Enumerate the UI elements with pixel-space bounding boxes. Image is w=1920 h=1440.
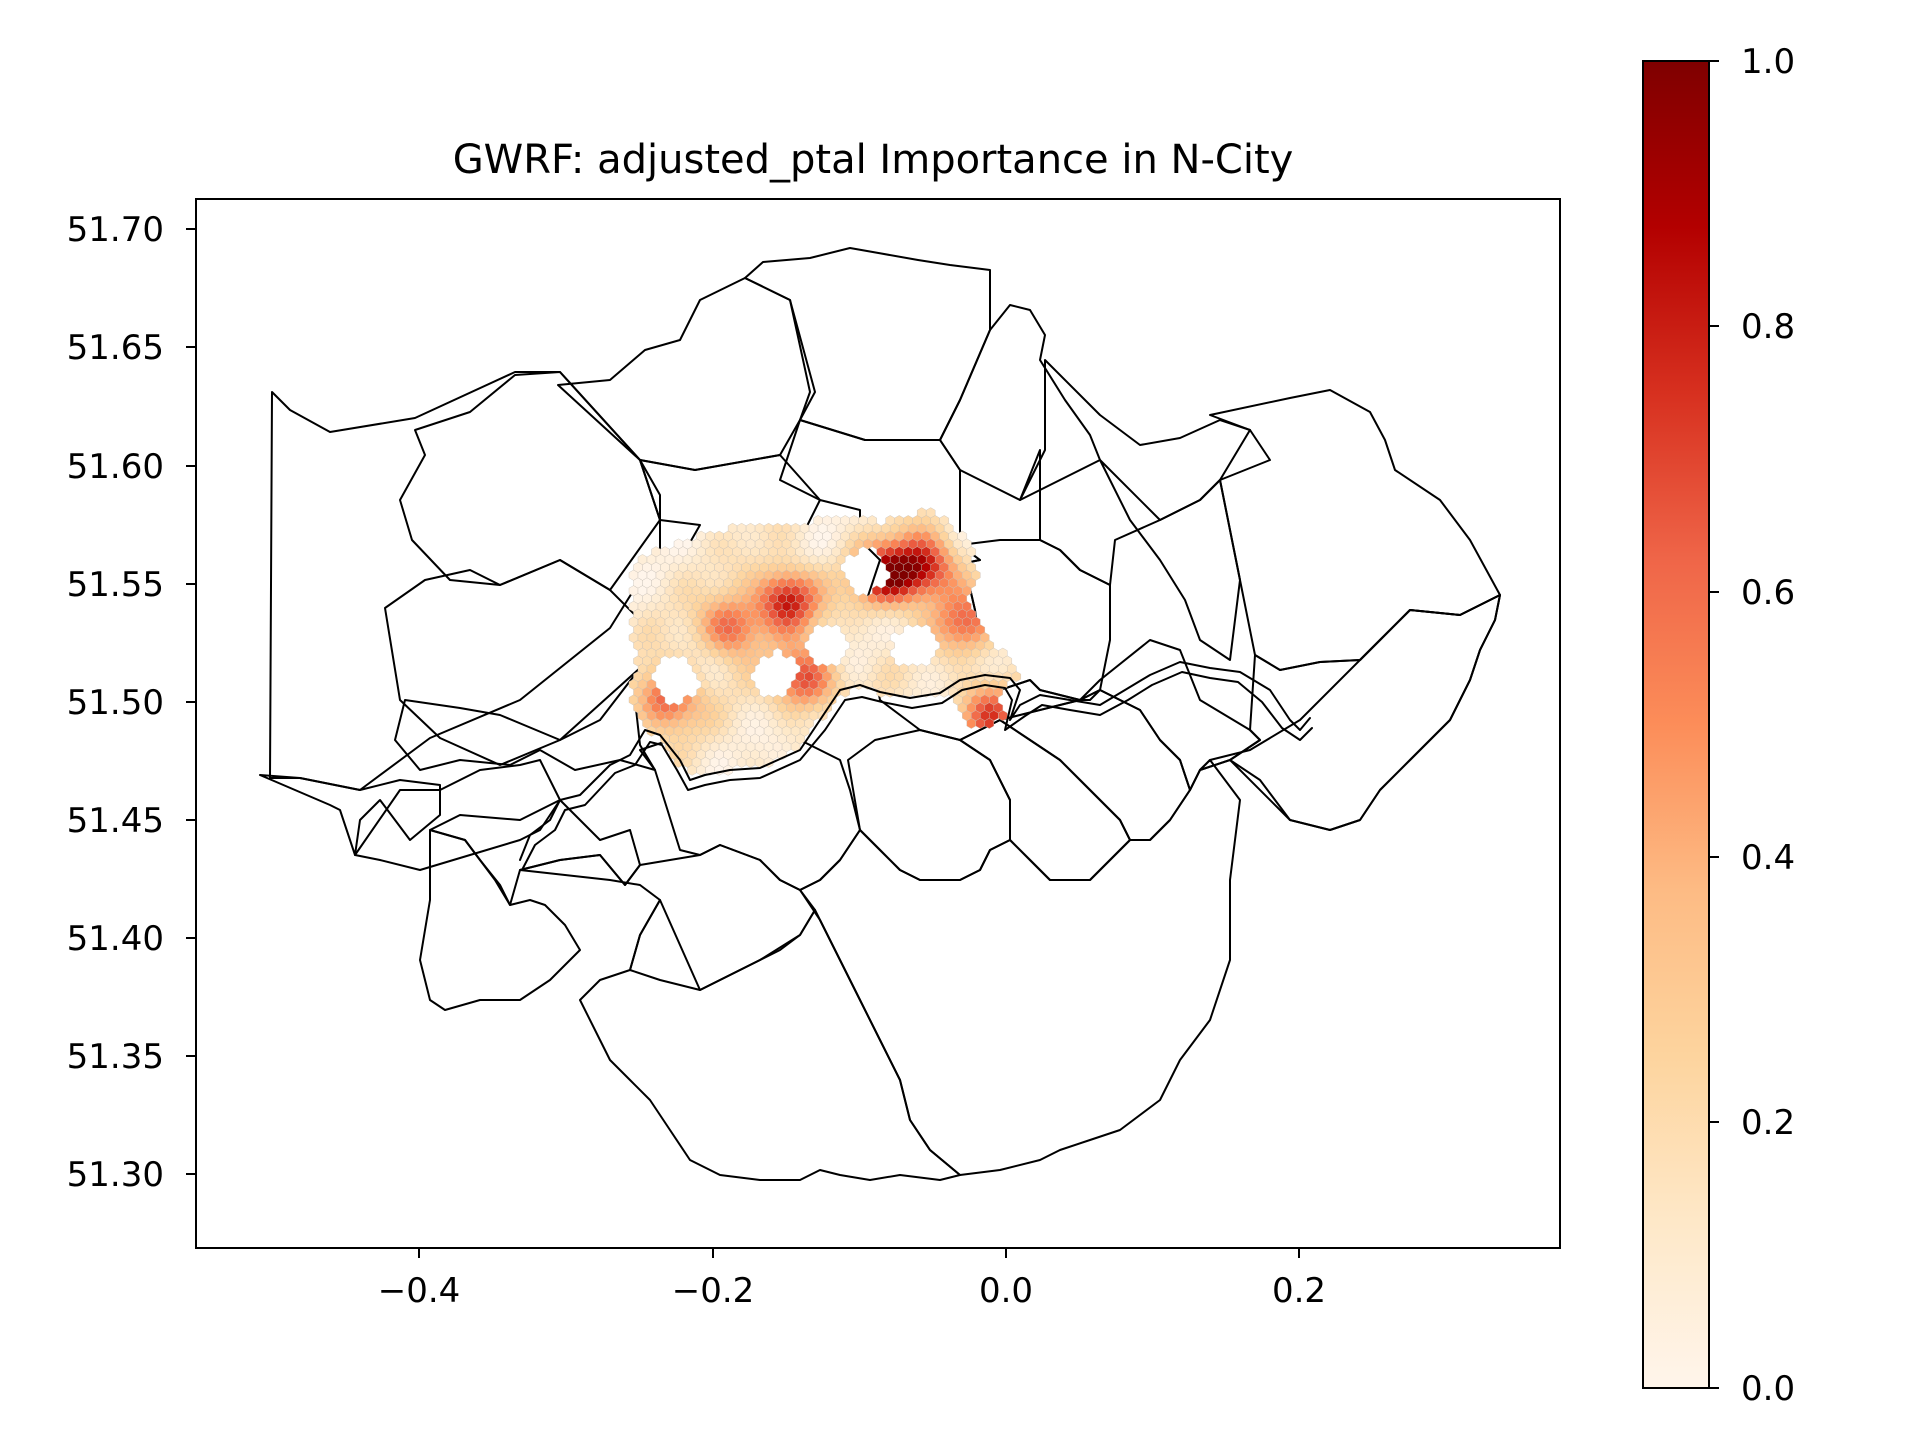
y-tick: 51.30 — [67, 1155, 196, 1195]
colorbar-tick-label: 0.6 — [1741, 573, 1795, 613]
hex-cell — [849, 546, 859, 558]
hex-importance-cells — [628, 507, 1021, 776]
hex-cell — [763, 647, 774, 659]
river-thames — [519, 661, 1313, 871]
colorbar-tick: 0.0 — [1709, 1369, 1795, 1409]
borough-boundary — [1199, 594, 1501, 831]
y-tick-label: 51.60 — [67, 447, 164, 487]
river-bank-north — [519, 661, 1311, 861]
x-tick-label: 0.2 — [1272, 1271, 1326, 1311]
x-tick-label: −0.2 — [672, 1271, 755, 1311]
y-tick-label: 51.35 — [67, 1037, 164, 1077]
y-tick-label: 51.45 — [67, 801, 164, 841]
x-axis: −0.4 −0.2 0.0 0.2 — [378, 1248, 1326, 1311]
borough-boundary — [579, 899, 961, 1181]
y-tick: 51.40 — [67, 919, 196, 959]
y-tick-label: 51.55 — [67, 565, 164, 605]
colorbar-tick: 0.8 — [1709, 307, 1795, 347]
hex-cell — [984, 717, 994, 729]
y-tick: 51.70 — [67, 210, 196, 250]
x-tick: −0.4 — [378, 1248, 461, 1311]
colorbar-tick-label: 0.2 — [1741, 1103, 1795, 1143]
colorbar: 0.0 0.2 0.4 0.6 0.8 1.0 — [1642, 42, 1795, 1409]
y-tick-label: 51.70 — [67, 210, 164, 250]
y-tick-label: 51.65 — [67, 328, 164, 368]
borough-boundary — [259, 774, 441, 856]
x-tick-label: −0.4 — [378, 1271, 461, 1311]
borough-boundary — [394, 667, 656, 771]
river-bank-south — [521, 671, 1313, 871]
y-tick: 51.35 — [67, 1037, 196, 1077]
colorbar-tick: 1.0 — [1709, 42, 1795, 82]
y-tick-label: 51.40 — [67, 919, 164, 959]
x-tick: 0.2 — [1272, 1248, 1326, 1311]
axes-frame — [195, 198, 1561, 1249]
colorbar-tick: 0.4 — [1709, 838, 1795, 878]
y-tick: 51.55 — [67, 565, 196, 605]
x-tick: 0.0 — [979, 1248, 1033, 1311]
borough-boundary — [269, 371, 661, 791]
borough-boundary — [1099, 459, 1241, 661]
colorbar-tick: 0.6 — [1709, 573, 1795, 613]
y-tick-label: 51.30 — [67, 1155, 164, 1195]
y-tick: 51.45 — [67, 801, 196, 841]
colorbar-gradient — [1642, 60, 1710, 1389]
colorbar-tick-label: 0.8 — [1741, 307, 1795, 347]
hex-cell — [894, 624, 904, 636]
y-tick-label: 51.50 — [67, 683, 164, 723]
borough-boundary — [1079, 639, 1261, 791]
y-tick: 51.60 — [67, 447, 196, 487]
y-tick: 51.65 — [67, 328, 196, 368]
x-tick: −0.2 — [672, 1248, 755, 1311]
colorbar-tick-label: 1.0 — [1741, 42, 1795, 82]
colorbar-tick-label: 0.0 — [1741, 1369, 1795, 1409]
map-title: GWRF: adjusted_ptal Importance in N-City — [453, 137, 1294, 183]
colorbar-tick: 0.2 — [1709, 1103, 1795, 1143]
y-tick: 51.50 — [67, 683, 196, 723]
colorbar-tick-label: 0.4 — [1741, 838, 1795, 878]
map-axes — [195, 198, 1561, 1249]
borough-boundary — [419, 829, 581, 1011]
x-tick-label: 0.0 — [979, 1271, 1033, 1311]
y-axis: 51.30 51.35 51.40 51.45 51.50 51.55 51.6… — [67, 210, 196, 1195]
